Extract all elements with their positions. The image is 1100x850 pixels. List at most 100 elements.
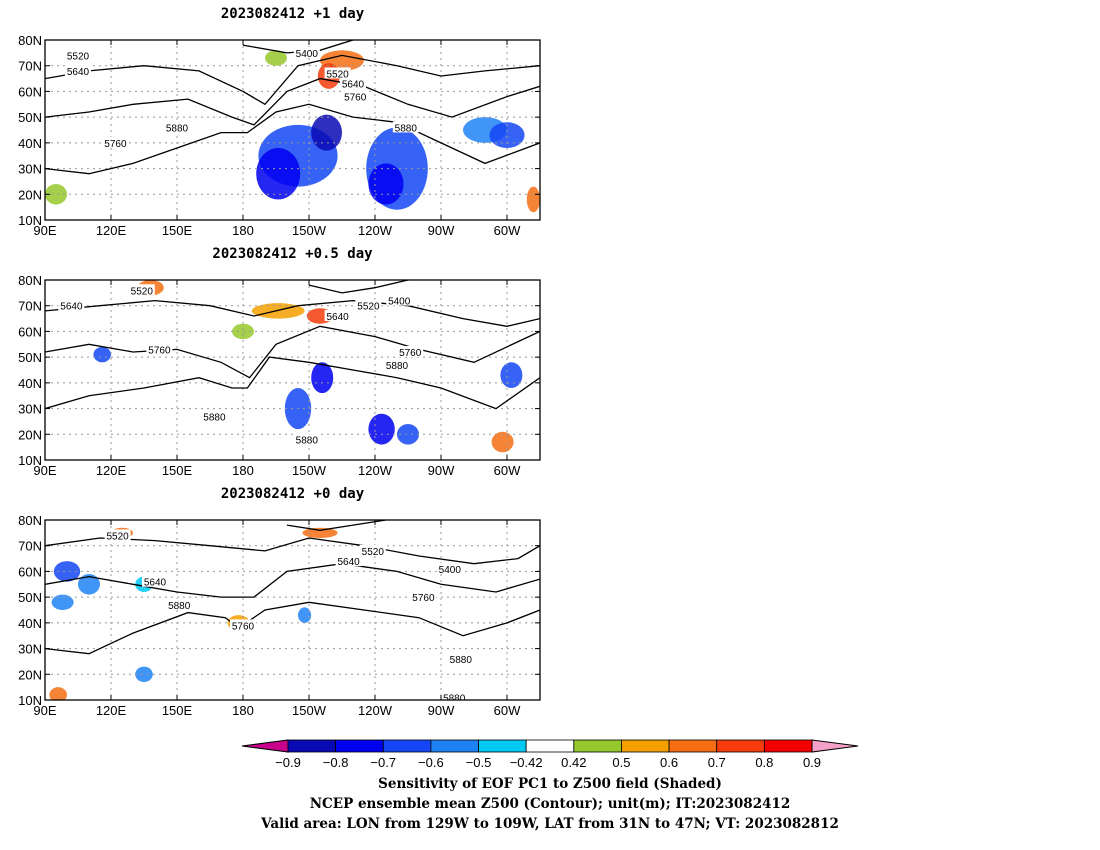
lat-label-2: 30N <box>18 402 42 417</box>
contour-label-bg <box>384 358 410 370</box>
colorbar-segment-3 <box>382 739 432 753</box>
caption-line-2: NCEP ensemble mean Z500 (Contour); unit(… <box>309 796 791 812</box>
contour-label-bg <box>201 410 228 422</box>
contour-label-bg <box>447 652 474 664</box>
sensitivity-shading-2 <box>311 114 342 151</box>
sensitivity-shading-3 <box>397 424 419 445</box>
lat-label-1: 20N <box>18 667 42 682</box>
lon-label-3: 180 <box>232 223 254 238</box>
lon-label-0: 90E <box>33 703 56 718</box>
z500-contour-3 <box>308 280 409 294</box>
colorbar-label-0: −0.9 <box>275 755 301 770</box>
lon-label-2: 150E <box>162 463 193 478</box>
contour-label-5: 5760 <box>148 345 171 356</box>
contour-label-7: 5880 <box>386 361 409 372</box>
contour-label-bg <box>65 64 91 76</box>
contour-label-bg <box>355 299 382 311</box>
contour-label-8: 5880 <box>203 412 226 423</box>
contour-label-bg <box>335 555 362 567</box>
contour-label-0: 5520 <box>67 51 90 62</box>
colorbar-label-2: −0.7 <box>370 755 396 770</box>
contour-label-1: 5640 <box>60 302 83 313</box>
z500-contour-0 <box>45 356 540 410</box>
colorbar-label-6: 0.42 <box>561 755 586 770</box>
lon-label-2: 150E <box>162 703 193 718</box>
colorbar-label-3: −0.6 <box>418 755 444 770</box>
contour-label-bg <box>293 433 320 445</box>
colorbar-label-4: −0.5 <box>466 755 492 770</box>
contour-label-7: 5760 <box>232 621 255 632</box>
panel-title-3: 2023082412 +0 day <box>220 486 365 502</box>
colorbar-segment-0 <box>241 739 289 753</box>
panel-title-2: 2023082412 +0.5 day <box>212 246 373 262</box>
contour-label-9: 5880 <box>443 693 466 704</box>
colorbar-segment-5 <box>478 739 527 753</box>
sensitivity-shading-6 <box>49 687 67 700</box>
lon-label-6: 90W <box>428 703 455 718</box>
contour-label-2: 5640 <box>337 557 360 568</box>
z500-contour-0 <box>45 103 540 175</box>
contour-label-0: 5520 <box>131 286 154 297</box>
lon-label-5: 120W <box>358 463 393 478</box>
lon-label-0: 90E <box>33 463 56 478</box>
lat-label-6: 70N <box>18 59 42 74</box>
contour-label-bg <box>293 46 320 58</box>
lon-label-7: 60W <box>494 463 521 478</box>
lon-label-4: 150W <box>292 223 327 238</box>
lat-label-3: 40N <box>18 136 42 151</box>
z500-contour-3 <box>286 520 387 531</box>
contour-label-bg <box>58 299 85 311</box>
lat-label-3: 40N <box>18 616 42 631</box>
z500-contour-1 <box>45 325 540 379</box>
contour-label-bg <box>340 77 366 89</box>
contour-label-bg <box>166 598 193 610</box>
contour-label-8: 5880 <box>395 123 418 134</box>
colorbar-segment-10 <box>716 739 765 753</box>
z500-contour-0 <box>45 601 540 655</box>
contour-label-5: 5760 <box>344 93 367 104</box>
caption-line-3: Valid area: LON from 129W to 109W, LAT f… <box>261 816 839 832</box>
colorbar-segment-6 <box>525 739 575 753</box>
contour-label-bg <box>65 49 91 61</box>
colorbar-segment-1 <box>287 739 337 753</box>
map-panel-3: 5520552056405400564057605880576058805880… <box>18 513 541 718</box>
map-frame <box>44 39 541 221</box>
lon-label-5: 120W <box>358 703 393 718</box>
contour-label-3: 5520 <box>326 69 349 80</box>
map-panel-1: 55205640540055205640576058805760588010N2… <box>18 33 541 238</box>
z500-contour-2 <box>45 54 540 106</box>
contour-label-bg <box>410 591 437 603</box>
contour-label-bg <box>392 121 419 133</box>
contour-label-0: 5520 <box>106 531 129 542</box>
sensitivity-shading-4 <box>500 362 523 388</box>
colorbar-segment-11 <box>763 739 813 753</box>
lat-label-7: 80N <box>18 273 42 288</box>
lat-label-2: 30N <box>18 162 42 177</box>
contour-label-4: 5640 <box>144 578 167 589</box>
map-panel-2: 5520 5640 5520 5400 5640 5760 5760 5880 5880 5880… <box>18 273 541 478</box>
contour-label-5: 5760 <box>412 593 435 604</box>
colorbar-label-11: 0.9 <box>803 755 821 770</box>
lat-label-1: 20N <box>18 427 42 442</box>
colorbar: −0.9 −0.8 −0.7 −0.6 −0.5 −0.42 0.42 0.5 0.6 0.7 0.… <box>241 739 859 770</box>
contour-label-4: 5640 <box>342 80 365 91</box>
lat-label-3: 40N <box>18 376 42 391</box>
colorbar-segment-7 <box>573 739 622 753</box>
z500-contour-1 <box>45 563 540 598</box>
contour-label-6: 5880 <box>168 601 191 612</box>
contour-label-bg <box>359 544 386 556</box>
contour-label-bg <box>104 529 131 541</box>
lon-label-1: 120E <box>96 223 127 238</box>
colorbar-label-8: 0.6 <box>660 755 678 770</box>
contour-label-6: 5760 <box>399 348 422 359</box>
sensitivity-shading-5 <box>491 431 514 453</box>
sensitivity-shading-5 <box>302 527 338 538</box>
contour-label-bg <box>436 562 463 574</box>
contour-label-bg <box>397 346 424 357</box>
lat-label-0: 10N <box>18 453 42 468</box>
sensitivity-shading-1 <box>311 362 334 394</box>
sensitivity-shading-11 <box>526 186 540 213</box>
sensitivity-shading-6 <box>489 122 525 148</box>
contour-label-2: 5520 <box>357 302 380 313</box>
contour-label-bg <box>342 90 369 102</box>
